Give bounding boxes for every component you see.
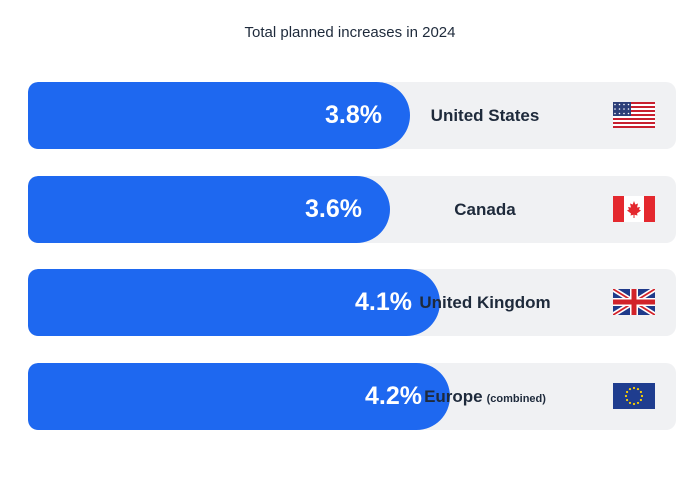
category-name: Canada — [454, 200, 516, 219]
category-label: Europe (combined) — [395, 363, 575, 430]
category-label: United States — [395, 82, 575, 149]
bar-value-label: 3.6% — [305, 195, 362, 223]
category-name: Europe — [424, 387, 483, 406]
bar-value-label: 4.1% — [355, 288, 412, 316]
bar — [28, 82, 410, 149]
bar — [28, 176, 390, 243]
bar-row: 3.6% Canada — [28, 176, 676, 243]
eu-flag-icon — [613, 383, 655, 409]
category-note: (combined) — [486, 393, 546, 405]
bar-value-label: 4.2% — [365, 382, 422, 410]
category-name: United Kingdom — [419, 293, 551, 312]
canada-flag-icon — [613, 196, 655, 222]
uk-flag-icon — [613, 289, 655, 315]
bar-row: 4.1% United Kingdom — [28, 269, 676, 336]
bar — [28, 269, 440, 336]
us-flag-icon — [613, 102, 655, 128]
bar-row: 4.2% Europe (combined) — [28, 363, 676, 430]
category-label: Canada — [395, 176, 575, 243]
category-label: United Kingdom — [395, 269, 575, 336]
bar — [28, 363, 450, 430]
bar-row: 3.8% United States — [28, 82, 676, 149]
category-name: United States — [430, 106, 540, 125]
chart-title: Total planned increases in 2024 — [244, 24, 456, 41]
bar-value-label: 3.8% — [325, 101, 382, 129]
